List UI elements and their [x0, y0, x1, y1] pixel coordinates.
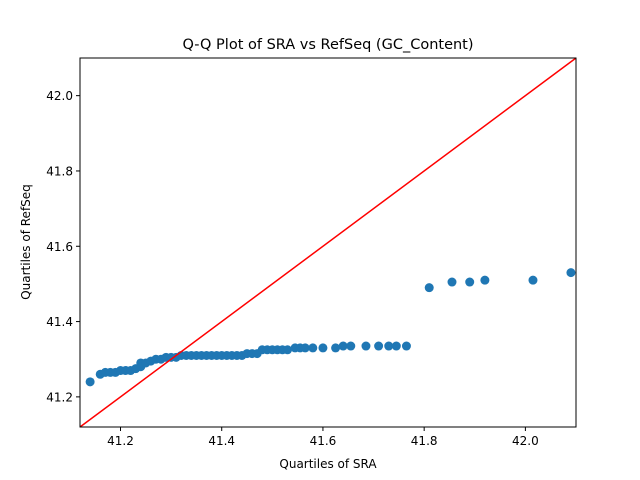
data-point [331, 343, 341, 353]
data-point [85, 377, 95, 387]
data-point [300, 343, 310, 353]
reference-line-layer [79, 57, 577, 428]
data-point [401, 341, 411, 351]
y-axis-ticks: 41.2 41.4 41.6 41.8 42.0 [46, 89, 80, 404]
plot-frame [79, 57, 577, 428]
data-point [338, 341, 348, 351]
x-tick-label: 41.2 [107, 434, 134, 448]
data-point [566, 268, 576, 278]
y-tick-label: 41.6 [46, 240, 73, 254]
data-point [528, 275, 538, 285]
data-point [318, 343, 328, 353]
data-point [384, 341, 394, 351]
y-tick-label: 41.4 [46, 315, 73, 329]
chart-title: Q-Q Plot of SRA vs RefSeq (GC_Content) [182, 37, 473, 53]
data-point [480, 275, 490, 285]
x-axis-label: Quartiles of SRA [279, 457, 377, 471]
x-tick-label: 42.0 [512, 434, 539, 448]
x-tick-label: 41.6 [310, 434, 337, 448]
reference-line [79, 57, 577, 428]
x-tick-label: 41.8 [411, 434, 438, 448]
y-tick-label: 41.2 [46, 390, 73, 404]
data-point [424, 283, 434, 293]
x-tick-label: 41.4 [208, 434, 235, 448]
y-tick-label: 42.0 [46, 89, 73, 103]
data-point [465, 277, 475, 287]
data-point [374, 341, 384, 351]
data-point [283, 345, 293, 355]
x-axis-ticks: 41.2 41.4 41.6 41.8 42.0 [107, 427, 539, 448]
y-tick-label: 41.8 [46, 164, 73, 178]
data-point [447, 277, 457, 287]
data-point [308, 343, 318, 353]
scatter-points [85, 268, 576, 387]
data-point [346, 341, 356, 351]
data-point [361, 341, 371, 351]
data-point [391, 341, 401, 351]
y-axis-label: Quartiles of RefSeq [19, 184, 33, 300]
